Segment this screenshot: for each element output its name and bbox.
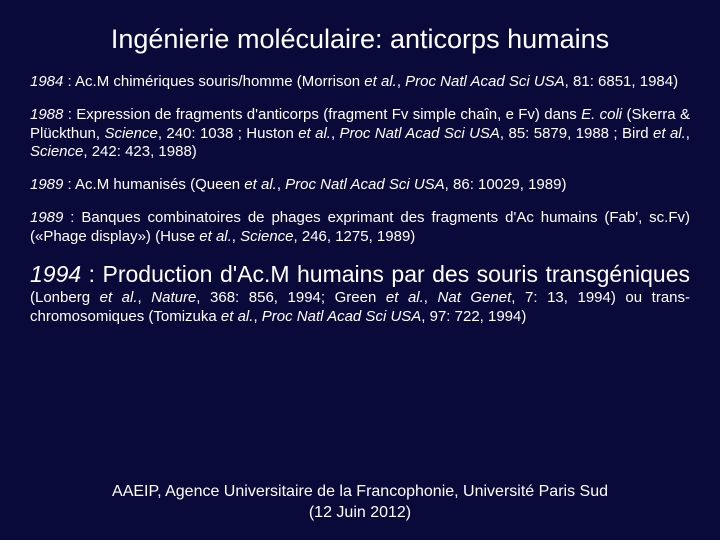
text: , xyxy=(424,289,438,306)
text: , xyxy=(253,308,261,325)
page-title: Ingénierie moléculaire: anticorps humain… xyxy=(30,24,690,55)
text: : Ac.M chimériques souris/homme (Morriso… xyxy=(63,73,364,90)
species: E. coli xyxy=(581,106,622,123)
text: : Ac.M humanisés (Queen xyxy=(63,176,244,193)
entry-1984: 1984 : Ac.M chimériques souris/homme (Mo… xyxy=(30,73,690,92)
text: , 246, 1275, 1989) xyxy=(294,228,416,245)
footer: AAEIP, Agence Universitaire de la Franco… xyxy=(0,482,720,524)
journal: Proc Natl Acad Sci USA xyxy=(262,308,422,325)
text: , xyxy=(397,73,405,90)
etal: et al. xyxy=(653,125,686,142)
journal: Proc Natl Acad Sci USA xyxy=(285,176,445,193)
journal: Science xyxy=(104,125,157,142)
text: , xyxy=(138,289,152,306)
text: , xyxy=(277,176,285,193)
year-1994: 1994 xyxy=(30,261,81,287)
etal: et al. xyxy=(100,289,138,306)
journal: Proc Natl Acad Sci USA xyxy=(405,73,565,90)
journal: Science xyxy=(30,143,83,160)
journal: Proc Natl Acad Sci USA xyxy=(340,125,500,142)
text: , 97: 722, 1994) xyxy=(421,308,526,325)
year-1988: 1988 xyxy=(30,106,63,123)
etal: et al. xyxy=(298,125,331,142)
text: : Expression de fragments d'anticorps (f… xyxy=(63,106,581,123)
journal: Nat Genet xyxy=(438,289,512,306)
footer-line2: (12 Juin 2012) xyxy=(0,503,720,524)
etal: et al. xyxy=(244,176,277,193)
year-1989a: 1989 xyxy=(30,176,63,193)
text: , 240: 1038 ; Huston xyxy=(158,125,298,142)
highlight-text: : Production d'Ac.M humains par des sour… xyxy=(81,261,690,287)
text: , 368: 856, 1994; Green xyxy=(196,289,386,306)
text: , 85: 5879, 1988 ; Bird xyxy=(500,125,653,142)
year-1989b: 1989 xyxy=(30,209,63,226)
entry-1989b: 1989 : Banques combinatoires de phages e… xyxy=(30,209,690,247)
text: , xyxy=(686,125,690,142)
text: , xyxy=(232,228,240,245)
text: , xyxy=(331,125,340,142)
entry-1989a: 1989 : Ac.M humanisés (Queen et al., Pro… xyxy=(30,176,690,195)
text: , 242: 423, 1988) xyxy=(83,143,196,160)
etal: et al. xyxy=(364,73,397,90)
text: , 81: 6851, 1984) xyxy=(565,73,678,90)
text: , 86: 10029, 1989) xyxy=(445,176,567,193)
entry-1994-refs: (Lonberg et al., Nature, 368: 856, 1994;… xyxy=(30,289,690,325)
text: (Lonberg xyxy=(30,289,100,306)
journal: Science xyxy=(240,228,293,245)
footer-line1: AAEIP, Agence Universitaire de la Franco… xyxy=(0,482,720,503)
entry-1994: 1994 : Production d'Ac.M humains par des… xyxy=(30,260,690,326)
etal: et al. xyxy=(221,308,254,325)
journal: Nature xyxy=(151,289,196,306)
etal: et al. xyxy=(199,228,232,245)
etal: et al. xyxy=(386,289,424,306)
year-1984: 1984 xyxy=(30,73,63,90)
entry-1988: 1988 : Expression de fragments d'anticor… xyxy=(30,106,690,162)
slide-root: Ingénierie moléculaire: anticorps humain… xyxy=(0,0,720,540)
